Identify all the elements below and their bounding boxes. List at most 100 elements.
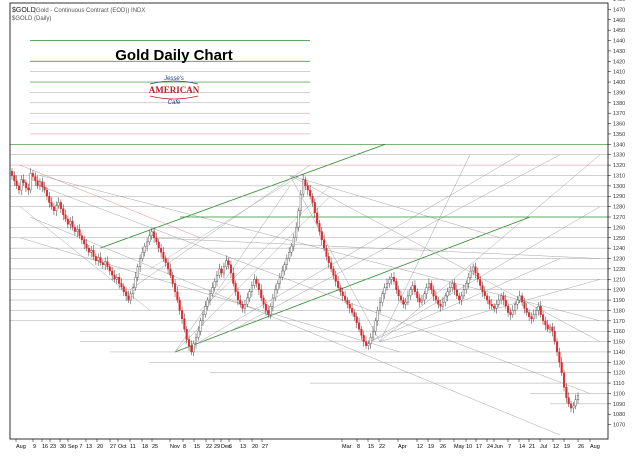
y-tick-label: 1220 bbox=[613, 267, 625, 273]
candle bbox=[262, 294, 265, 309]
candle bbox=[276, 280, 279, 294]
candle-body bbox=[299, 193, 302, 211]
y-tick-label: 1100 bbox=[613, 391, 625, 397]
candle-body bbox=[197, 330, 200, 338]
candle bbox=[358, 317, 361, 333]
candle-body bbox=[497, 299, 500, 305]
candle-body bbox=[87, 247, 90, 253]
candle bbox=[52, 203, 55, 215]
candle bbox=[511, 305, 514, 318]
candle bbox=[99, 252, 102, 266]
candle bbox=[164, 255, 167, 267]
candle-body bbox=[562, 372, 566, 388]
x-tick-label: 20 bbox=[252, 444, 258, 450]
candle-body bbox=[264, 304, 267, 311]
candle bbox=[344, 290, 347, 304]
candle-body bbox=[222, 266, 225, 274]
candle-body bbox=[365, 341, 368, 346]
candle-body bbox=[218, 268, 221, 276]
candle bbox=[29, 168, 32, 194]
candle bbox=[325, 245, 328, 261]
candle-body bbox=[383, 287, 386, 295]
y-tick-label: 1350 bbox=[613, 132, 625, 138]
candle bbox=[497, 294, 500, 308]
candle-body bbox=[192, 343, 195, 353]
candle bbox=[365, 336, 368, 349]
x-tick-label: Apr bbox=[398, 444, 407, 450]
candle-body bbox=[523, 301, 526, 309]
candle-body bbox=[311, 196, 314, 203]
candle-body bbox=[486, 295, 489, 301]
candle-body bbox=[241, 304, 244, 309]
candle bbox=[15, 175, 18, 189]
candle bbox=[409, 286, 412, 301]
candle bbox=[236, 287, 239, 306]
candle-body bbox=[453, 283, 456, 290]
y-tick-label: 1390 bbox=[613, 90, 625, 96]
candle bbox=[20, 175, 23, 196]
candle bbox=[87, 245, 90, 257]
candle bbox=[41, 177, 44, 193]
candle bbox=[399, 290, 403, 304]
candle-body bbox=[346, 299, 349, 305]
candle bbox=[337, 276, 340, 291]
candle-body bbox=[162, 252, 165, 259]
candle bbox=[31, 170, 35, 181]
candle-body bbox=[34, 176, 37, 181]
candle-body bbox=[537, 306, 540, 311]
candle bbox=[479, 276, 482, 290]
candle bbox=[486, 292, 489, 305]
candle bbox=[253, 274, 256, 289]
candle bbox=[113, 269, 116, 283]
candle-body bbox=[490, 304, 493, 307]
candle bbox=[108, 263, 111, 276]
candle bbox=[122, 283, 125, 296]
candle-body bbox=[434, 295, 437, 301]
x-tick-label: 24 bbox=[487, 444, 493, 450]
candle-body bbox=[250, 285, 253, 292]
candle-body bbox=[57, 202, 60, 206]
x-tick-label: 13 bbox=[240, 444, 246, 450]
candle-body bbox=[367, 343, 370, 346]
candle bbox=[43, 181, 46, 194]
candle-body bbox=[41, 181, 44, 188]
y-tick-label: 1440 bbox=[613, 39, 625, 45]
candle bbox=[371, 326, 375, 341]
candle bbox=[118, 273, 121, 289]
candle-body bbox=[358, 322, 361, 330]
candle-body bbox=[99, 257, 102, 263]
candle-body bbox=[66, 218, 69, 225]
candle-body bbox=[48, 196, 51, 203]
candle-body bbox=[206, 299, 209, 307]
candle bbox=[59, 199, 62, 213]
candle bbox=[146, 237, 149, 252]
x-tick-label: 15 bbox=[194, 444, 200, 450]
candle bbox=[418, 293, 421, 308]
candle-body bbox=[78, 229, 81, 236]
candle-body bbox=[397, 289, 400, 297]
x-tick-label: 29 bbox=[214, 444, 220, 450]
y-tick-label: 1230 bbox=[613, 257, 625, 263]
candle bbox=[171, 272, 174, 288]
candle bbox=[76, 225, 79, 237]
candle bbox=[374, 317, 377, 336]
candle bbox=[204, 301, 207, 318]
y-tick-label: 1450 bbox=[613, 28, 625, 34]
candle bbox=[425, 283, 428, 300]
candle-body bbox=[425, 287, 428, 295]
candle-body bbox=[330, 262, 333, 270]
y-tick-label: 1380 bbox=[613, 101, 625, 107]
candle bbox=[453, 279, 456, 295]
y-tick-label: 1160 bbox=[613, 329, 625, 335]
candle bbox=[211, 282, 214, 297]
candle-body bbox=[220, 268, 223, 274]
candle bbox=[85, 238, 88, 252]
candle-body bbox=[378, 301, 382, 311]
candle-body bbox=[183, 318, 186, 330]
candle bbox=[376, 306, 379, 326]
x-tick-label: Jun bbox=[494, 444, 503, 450]
candle-body bbox=[101, 262, 104, 265]
candle bbox=[69, 217, 72, 230]
candle bbox=[83, 235, 86, 250]
